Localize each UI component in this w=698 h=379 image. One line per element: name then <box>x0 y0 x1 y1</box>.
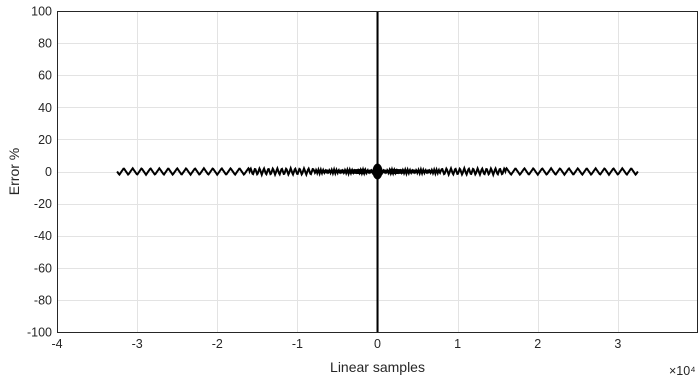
y-tick-label: 80 <box>38 37 52 51</box>
x-tick-label: 1 <box>454 337 461 351</box>
x-axis-label: Linear samples <box>330 359 425 375</box>
y-tick-label: 100 <box>31 5 52 19</box>
y-tick-label: -80 <box>34 293 52 307</box>
y-tick-label: 60 <box>38 69 52 83</box>
x-exponent-label: ×10⁴ <box>669 364 696 378</box>
x-tick-labels: -4 -3 -2 -1 0 1 2 3 <box>51 337 621 351</box>
x-tick-label: 3 <box>614 337 621 351</box>
x-tick-label: -4 <box>51 337 62 351</box>
y-tick-label: 20 <box>38 133 52 147</box>
y-tick-label: -100 <box>27 326 52 340</box>
y-tick-label: -20 <box>34 197 52 211</box>
x-tick-label: -2 <box>212 337 223 351</box>
y-tick-label: -40 <box>34 229 52 243</box>
series-envelope <box>309 168 366 175</box>
series-center-blob <box>372 163 383 180</box>
y-tick-label: -60 <box>34 261 52 275</box>
y-axis-label: Error % <box>6 148 22 195</box>
y-tick-labels: 100 80 60 40 20 0 -20 -40 -60 -80 -100 <box>27 5 52 340</box>
x-tick-label: 0 <box>374 337 381 351</box>
x-tick-label: -3 <box>132 337 143 351</box>
series-envelope <box>389 168 446 175</box>
y-tick-label: 0 <box>45 165 52 179</box>
x-tick-label: -1 <box>292 337 303 351</box>
error-series <box>116 11 639 332</box>
y-tick-label: 40 <box>38 101 52 115</box>
x-tick-label: 2 <box>534 337 541 351</box>
